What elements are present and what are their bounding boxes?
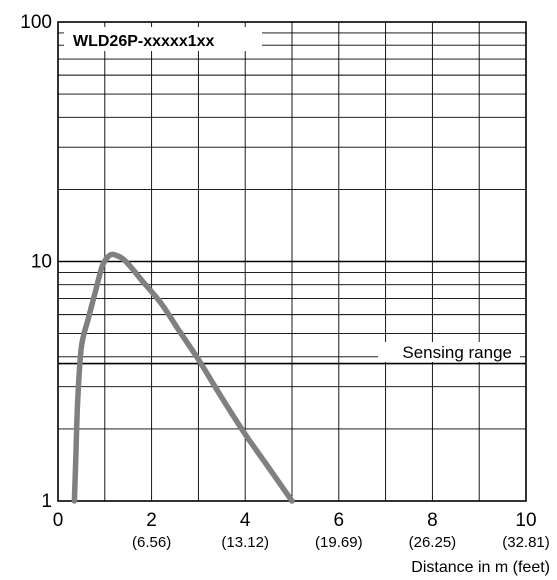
x-tick-label: 10 <box>515 510 536 531</box>
sensing-range-label-background <box>378 342 520 362</box>
series-line <box>71 251 295 504</box>
y-tick-label: 100 <box>20 12 52 33</box>
x-tick-label: 0 <box>53 510 64 531</box>
series-layer <box>71 251 295 504</box>
title-background <box>64 27 262 51</box>
x-tick-label: 8 <box>427 510 438 531</box>
x-axis-label: Distance in m (feet) <box>411 559 550 576</box>
chart-title: WLD26P-xxxxx1xx <box>73 33 215 50</box>
x-tick-sublabel: (13.12) <box>221 534 269 551</box>
y-tick-label: 10 <box>31 252 52 273</box>
y-tick-label: 1 <box>41 491 52 512</box>
y-tick-labels: 1 10 100 <box>20 12 52 512</box>
x-tick-sublabel: (32.81) <box>502 534 550 551</box>
x-tick-sublabel: (6.56) <box>132 534 171 551</box>
x-tick-sublabel: (19.69) <box>315 534 363 551</box>
x-tick-label: 4 <box>240 510 251 531</box>
x-tick-labels: 0 2 (6.56) 4 (13.12) 6 (19.69) 8 (26.25) 10 (32.81… <box>53 510 550 551</box>
x-tick-sublabel: (26.25) <box>409 534 457 551</box>
x-tick-label: 6 <box>334 510 345 531</box>
x-tick-label: 2 <box>146 510 157 531</box>
sensing-range-label: Sensing range <box>402 343 512 362</box>
grid <box>58 22 526 501</box>
